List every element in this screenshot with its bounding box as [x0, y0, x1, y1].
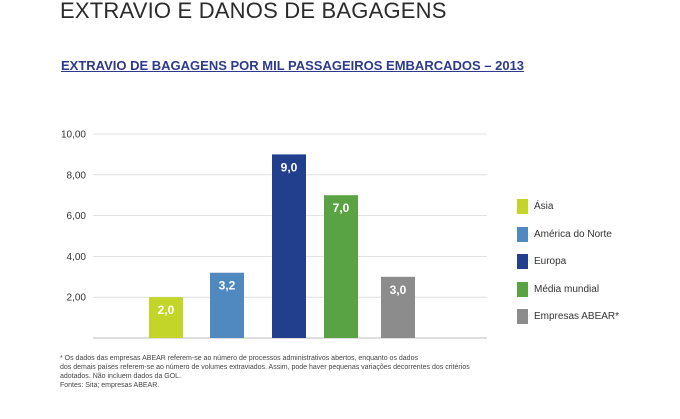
y-tick-label: 6,00 [67, 211, 87, 222]
bar-value-label: 9,0 [281, 160, 298, 174]
y-tick-label: 2,00 [67, 293, 87, 304]
legend-label: América do Norte [534, 228, 612, 240]
page-heading: EXTRAVIO E DANOS DE BAGAGENS [60, 0, 447, 23]
bar-2 [272, 154, 306, 338]
y-tick-label: 10,00 [61, 130, 86, 141]
legend-swatch [517, 199, 528, 215]
legend-swatch [517, 254, 528, 270]
legend-label: Europa [534, 256, 567, 268]
y-tick-label: 8,00 [67, 170, 87, 181]
bar-value-label: 3,2 [219, 279, 236, 293]
footnote-line: Fontes: Sita; empresas ABEAR. [60, 382, 160, 389]
legend-label: Média mundial [534, 283, 600, 295]
legend-item: América do Norte [517, 221, 677, 249]
chart-legend: Ásia América do Norte Europa Média mundial E… [517, 193, 677, 331]
chart-title: EXTRAVIO DE BAGAGENS POR MIL PASSAGEIROS… [61, 58, 525, 73]
bar-0 [149, 297, 183, 338]
bar-value-label: 3,0 [390, 283, 407, 297]
bar-value-label: 7,0 [333, 201, 350, 215]
bar-value-label: 2,0 [158, 303, 175, 317]
bar-1 [210, 272, 244, 338]
footnote-line: adotados. Não incluem dados da GOL. [60, 373, 182, 380]
y-tick-label: 4,00 [67, 252, 87, 263]
bar-3 [324, 195, 358, 338]
legend-label: Ásia [534, 201, 554, 213]
legend-item: Média mundial [517, 276, 677, 304]
legend-swatch [517, 281, 528, 297]
legend-swatch [517, 309, 528, 325]
footnotes: * Os dados das empresas ABEAR referem-se… [60, 354, 580, 390]
legend-item: Empresas ABEAR* [517, 303, 677, 331]
bar-4 [381, 276, 415, 338]
legend-label: Empresas ABEAR* [534, 311, 620, 323]
legend-swatch [517, 226, 528, 242]
footnote-line: * Os dados das empresas ABEAR referem-se… [60, 355, 418, 362]
legend-item: Europa [517, 248, 677, 276]
legend-item: Ásia [517, 193, 677, 221]
footnote-line: dos demais países referem-se ao número d… [60, 364, 470, 371]
